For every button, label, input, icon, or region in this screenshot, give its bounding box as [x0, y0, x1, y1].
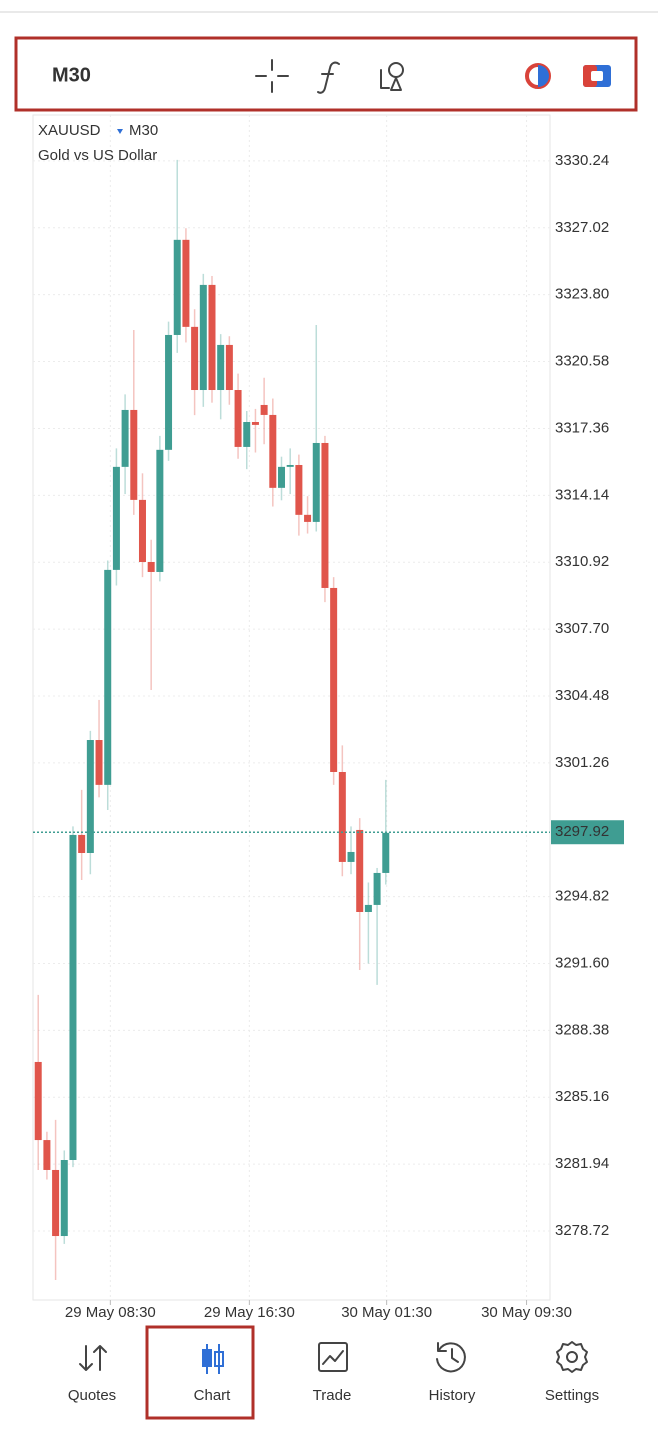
candle-body — [295, 464, 303, 515]
candle-body — [156, 449, 164, 572]
chart-timeframe: M30 — [129, 122, 158, 139]
candle-body — [234, 390, 242, 447]
nav-label[interactable]: Trade — [313, 1387, 352, 1404]
candle-body — [121, 409, 129, 467]
plot-frame — [32, 114, 551, 1301]
y-tick-label: 3320.58 — [555, 353, 609, 370]
x-tick-label: 30 May 01:30 — [341, 1304, 432, 1321]
candle-body — [104, 569, 112, 785]
candle-body — [286, 464, 294, 467]
candle-body — [78, 834, 86, 854]
y-tick-label: 3314.14 — [555, 486, 609, 503]
history-icon[interactable] — [436, 1342, 466, 1373]
x-tick-label: 29 May 08:30 — [65, 1304, 156, 1321]
candle-body — [304, 514, 312, 522]
candle-body — [260, 404, 268, 415]
candle-body — [86, 740, 94, 854]
x-tick-label: 30 May 09:30 — [481, 1304, 572, 1321]
candle-body — [364, 904, 372, 912]
y-tick-label: 3317.36 — [555, 419, 609, 436]
nav-label[interactable]: Quotes — [68, 1387, 116, 1404]
symbol[interactable]: XAUUSD — [38, 122, 101, 139]
candle-body — [182, 239, 190, 327]
y-tick-label: 3330.24 — [555, 152, 609, 169]
candle-body — [269, 414, 277, 488]
candle-body — [356, 829, 364, 912]
y-tick-label: 3323.80 — [555, 286, 609, 303]
candle-body — [217, 344, 225, 391]
last-price-label: 3297.92 — [555, 823, 609, 840]
y-tick-label: 3278.72 — [555, 1222, 609, 1239]
bottom-nav: Quotes Chart Trade History Settings — [68, 1387, 599, 1404]
y-tick-label: 3291.60 — [555, 954, 609, 971]
candle-body — [112, 466, 120, 570]
window-icon[interactable] — [583, 65, 611, 87]
symbol-description: Gold vs US Dollar — [38, 147, 157, 164]
highlight-box — [14, 36, 638, 112]
candle-body — [191, 326, 199, 391]
candle-body — [225, 344, 233, 391]
objects-icon[interactable] — [380, 62, 404, 91]
candle-body — [321, 442, 329, 588]
timeframe-button[interactable]: M30 — [52, 64, 91, 86]
y-tick-label: 3294.82 — [555, 888, 609, 905]
y-tick-label: 3301.26 — [555, 754, 609, 771]
settings-icon[interactable] — [556, 1341, 588, 1373]
candle-body — [69, 834, 77, 1161]
candle-body — [130, 409, 138, 500]
last-price-box — [551, 820, 624, 845]
candles — [34, 159, 390, 1281]
y-tick-label: 3281.94 — [555, 1155, 609, 1172]
trade-nav-icon[interactable] — [318, 1342, 348, 1372]
nav-label[interactable]: Chart — [194, 1387, 232, 1404]
y-tick-label: 3310.92 — [555, 553, 609, 570]
candle-body — [382, 832, 390, 873]
candle-body — [208, 284, 216, 391]
nav-label[interactable]: History — [429, 1387, 476, 1404]
quotes-icon[interactable] — [79, 1345, 107, 1371]
y-tick-label: 3304.48 — [555, 687, 609, 704]
candle-body — [278, 466, 286, 488]
candle-body — [347, 851, 355, 862]
candle-body — [52, 1169, 60, 1237]
symbol-dropdown[interactable] — [117, 129, 123, 134]
candle-body — [199, 284, 207, 391]
indicators-icon[interactable] — [317, 61, 340, 94]
candle-body — [243, 421, 251, 447]
y-tick-label: 3288.38 — [555, 1021, 609, 1038]
candle-body — [251, 421, 259, 425]
y-tick-label: 3285.16 — [555, 1088, 609, 1105]
candle-body — [330, 587, 338, 772]
trade-icon[interactable] — [525, 63, 551, 89]
candle-body — [338, 771, 346, 862]
x-tick-label: 29 May 16:30 — [204, 1304, 295, 1321]
candle-body — [43, 1140, 51, 1170]
highlight-box — [145, 1325, 255, 1420]
candle-body — [138, 499, 146, 562]
candle-body — [95, 740, 103, 785]
candle-body — [60, 1160, 68, 1237]
candle-body — [373, 872, 381, 905]
chart-icon[interactable] — [202, 1344, 224, 1374]
candle-body — [147, 561, 155, 572]
nav-label[interactable]: Settings — [545, 1387, 599, 1404]
crosshair-icon[interactable] — [255, 59, 289, 93]
y-tick-label: 3327.02 — [555, 219, 609, 236]
candle-body — [165, 334, 173, 450]
candle-body — [312, 442, 320, 522]
y-tick-label: 3307.70 — [555, 620, 609, 637]
candle-body — [173, 239, 181, 335]
candle-body — [34, 1061, 42, 1141]
